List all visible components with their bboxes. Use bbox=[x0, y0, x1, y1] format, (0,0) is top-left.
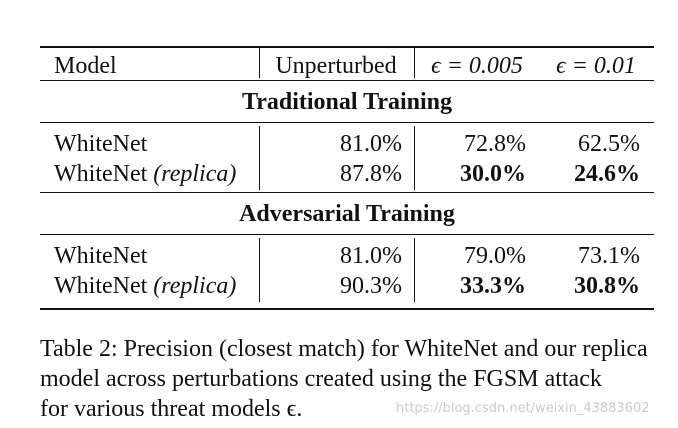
row-eps-01: 73.1% bbox=[578, 243, 640, 269]
header-eps-005: ϵ = 0.005 bbox=[431, 53, 523, 79]
caption-line-3: for various threat models ϵ. bbox=[40, 396, 303, 422]
body-separator-1 bbox=[259, 126, 260, 190]
header-eps-01: ϵ = 0.01 bbox=[556, 53, 636, 79]
top-rule bbox=[40, 46, 654, 48]
row-eps-01: 30.8% bbox=[574, 273, 640, 299]
header-separator-2 bbox=[414, 48, 415, 78]
row-eps-005: 72.8% bbox=[464, 131, 526, 157]
section-rule-1 bbox=[40, 122, 654, 123]
body-separator-4 bbox=[414, 238, 415, 302]
caption-line-1: Table 2: Precision (closest match) for W… bbox=[40, 336, 648, 362]
body-separator-3 bbox=[259, 238, 260, 302]
body-separator-2 bbox=[414, 126, 415, 190]
section-title-traditional: Traditional Training bbox=[241, 89, 453, 115]
row-eps-005: 79.0% bbox=[464, 243, 526, 269]
row-unperturbed: 90.3% bbox=[340, 273, 402, 299]
section-rule-3 bbox=[40, 234, 654, 235]
section-title-adversarial: Adversarial Training bbox=[239, 201, 455, 227]
caption-line-2: model across perturbations created using… bbox=[40, 366, 602, 392]
header-model: Model bbox=[54, 53, 117, 79]
watermark: https://blog.csdn.net/weixin_43883602 bbox=[396, 401, 650, 416]
row-unperturbed: 81.0% bbox=[340, 243, 402, 269]
table-caption: Table 2: Precision (closest match) for W… bbox=[40, 334, 650, 424]
header-unperturbed: Unperturbed bbox=[275, 53, 397, 79]
row-model-name: WhiteNet bbox=[54, 131, 148, 157]
row-eps-005: 30.0% bbox=[460, 161, 526, 187]
header-separator-1 bbox=[259, 48, 260, 78]
row-eps-01: 24.6% bbox=[574, 161, 640, 187]
row-eps-005: 33.3% bbox=[460, 273, 526, 299]
row-model-name: WhiteNet bbox=[54, 243, 148, 269]
row-unperturbed: 81.0% bbox=[340, 131, 402, 157]
header-rule bbox=[40, 80, 654, 81]
row-model-name: WhiteNet (replica) bbox=[54, 273, 237, 299]
row-unperturbed: 87.8% bbox=[340, 161, 402, 187]
section-rule-2 bbox=[40, 192, 654, 193]
row-model-name: WhiteNet (replica) bbox=[54, 161, 237, 187]
row-eps-01: 62.5% bbox=[578, 131, 640, 157]
bottom-rule bbox=[40, 308, 654, 310]
results-table: Model Unperturbed ϵ = 0.005 ϵ = 0.01 Tra… bbox=[40, 44, 654, 312]
